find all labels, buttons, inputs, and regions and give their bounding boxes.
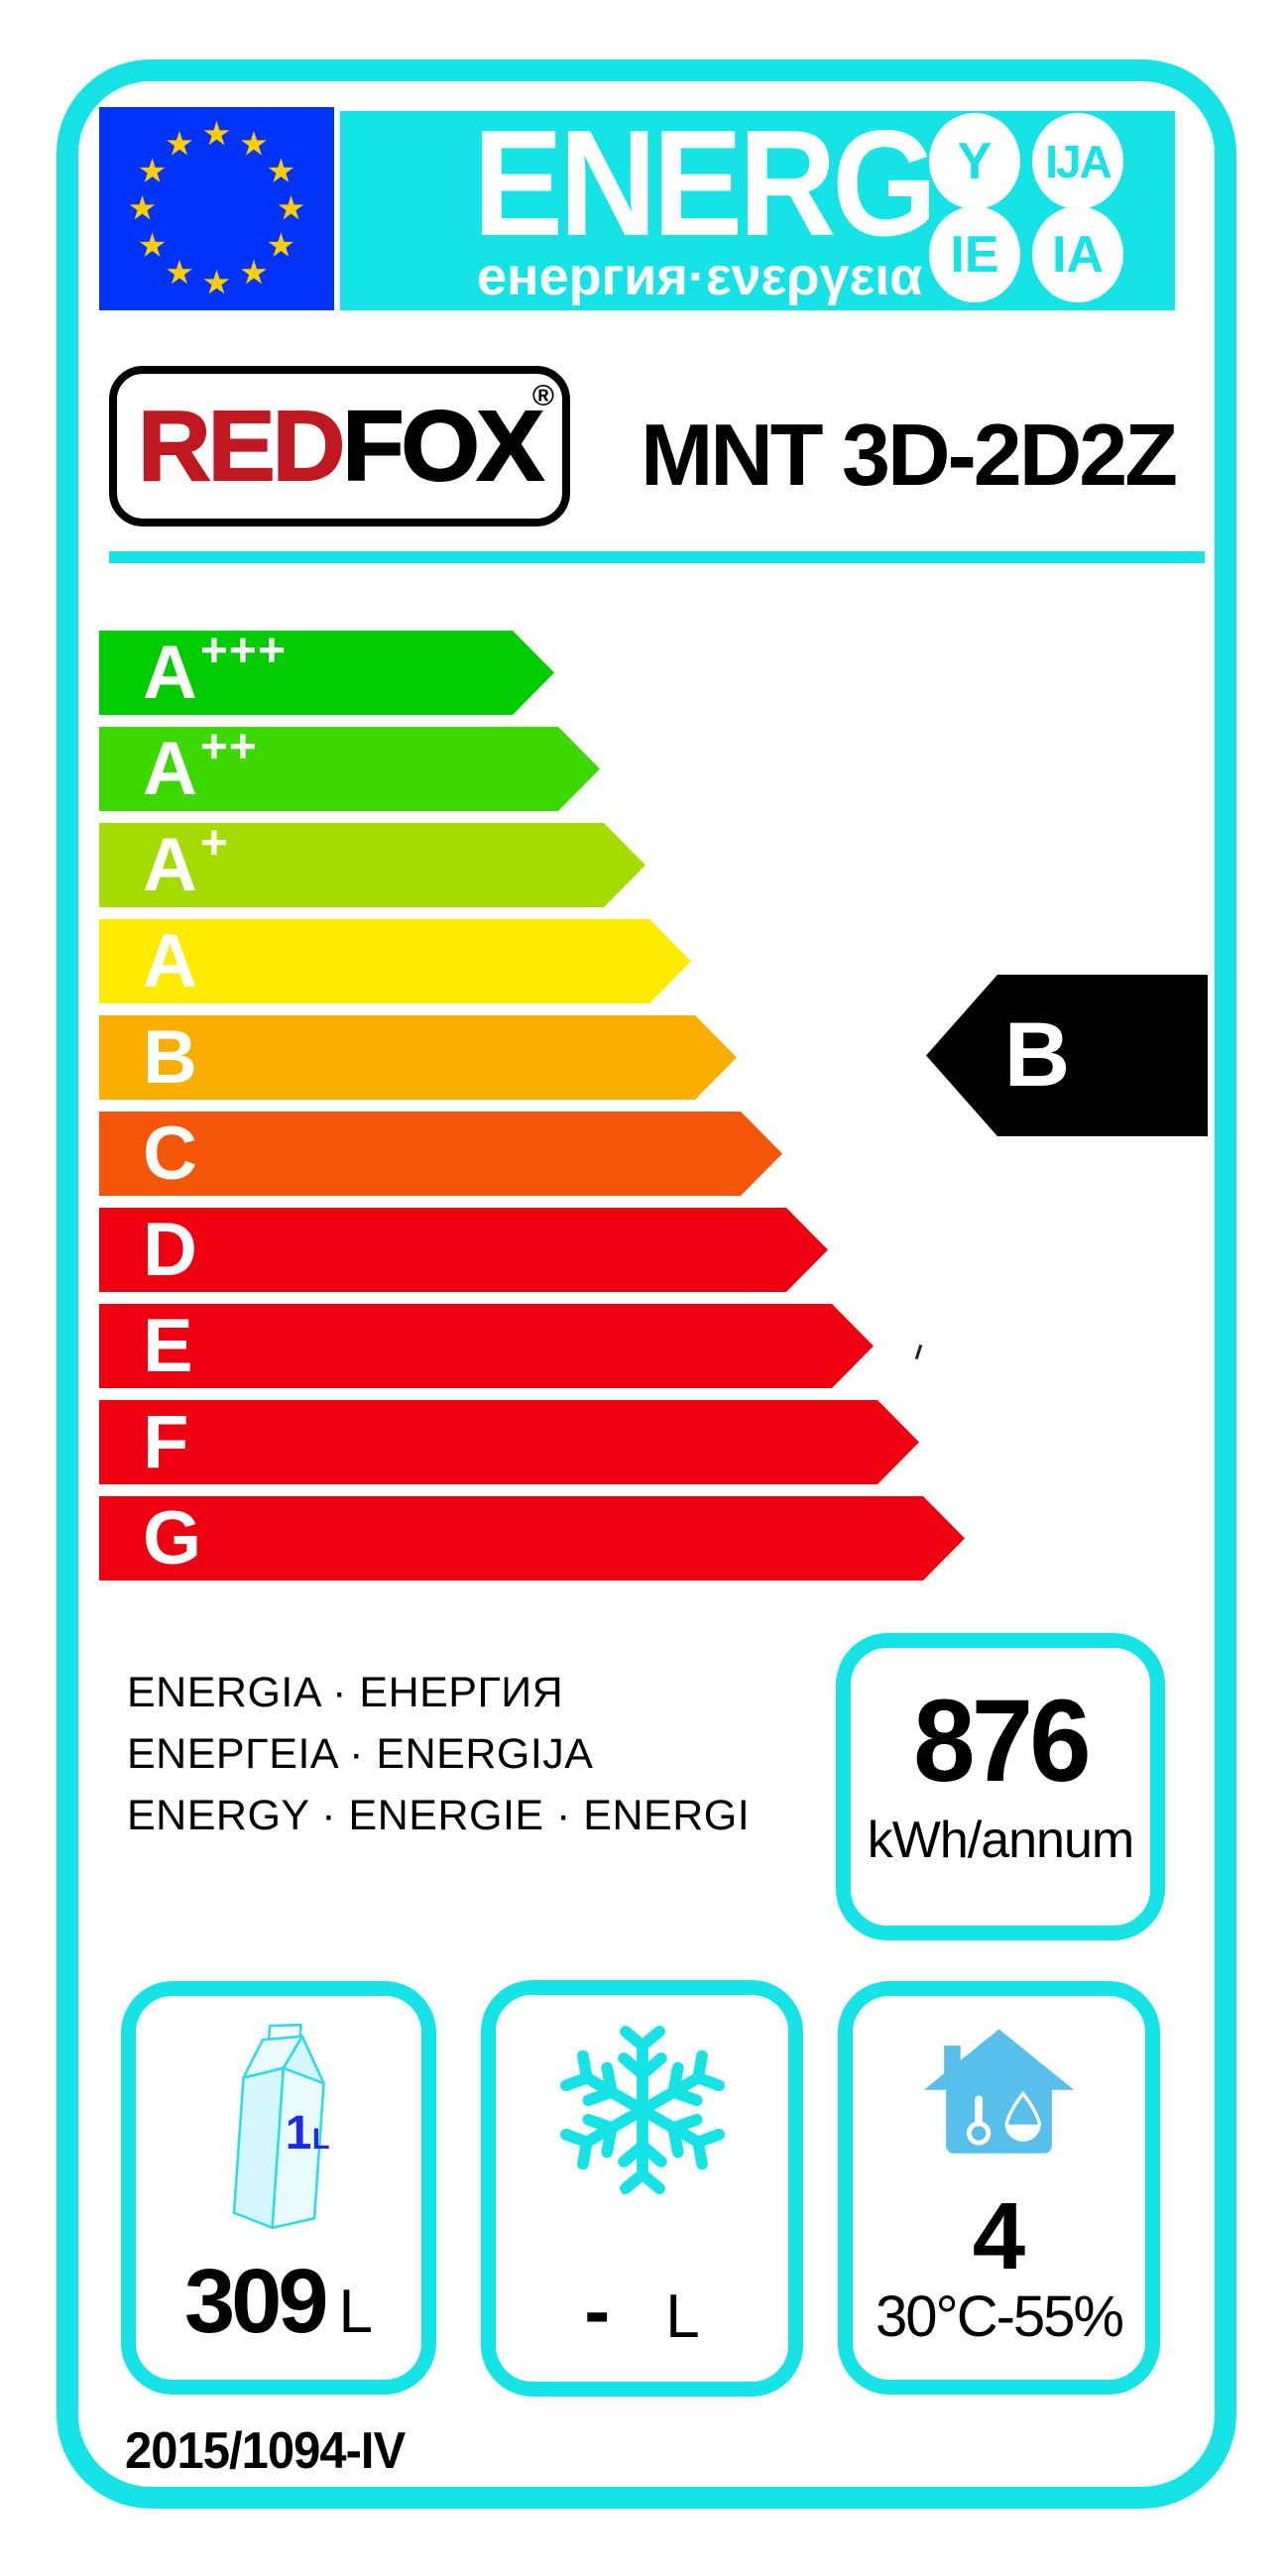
energ-wordmark: ENERG <box>473 99 937 268</box>
model-number: MNT 3D-2D2Z <box>640 406 1178 504</box>
energy-words-line3: ENERGY · ENERGIE · ENERGI <box>127 1792 751 1839</box>
energy-words-line1: ENERGIA · ЕНЕРГИЯ <box>127 1669 564 1716</box>
divider-line <box>109 551 1205 563</box>
registered-trademark-icon: ® <box>531 380 554 412</box>
snowflake-icon <box>496 2021 788 2199</box>
rating-arrow-e: E <box>99 1304 874 1388</box>
carton-volume-unit: L <box>311 2124 329 2156</box>
redfox-logo: REDFOX ® <box>109 366 570 527</box>
annual-consumption-box: 876 kWh/annum <box>836 1633 1165 1940</box>
rating-arrow-b: B <box>99 1015 737 1100</box>
fridge-volume-value: 309 L <box>184 2251 373 2352</box>
milk-carton-icon: 1 L <box>136 2016 421 2236</box>
eu-flag-icon <box>99 107 334 310</box>
energ-banner: ENERG енергия·ενεργεια Y IJA IE IA <box>340 99 1175 310</box>
consumption-unit: kWh/annum <box>867 1812 1134 1869</box>
climate-range: 30°C-55% <box>876 2284 1124 2349</box>
current-rating-letter: B <box>1003 1004 1071 1106</box>
energy-words-line2: ΕΝΕΡΓΕΙΑ · ENERGIJA <box>127 1730 594 1778</box>
energ-subtitle: енергия·ενεργεια <box>477 247 923 306</box>
climate-class-value: 4 <box>972 2183 1026 2289</box>
house-climate-icon <box>853 2020 1145 2173</box>
suffix-bubble-ia: IA <box>1032 206 1123 302</box>
rating-arrow-d: D <box>99 1208 828 1292</box>
regulation-number: 2015/1094-IV <box>125 2422 406 2480</box>
carton-volume-number: 1 <box>285 2107 311 2160</box>
rating-arrow-c: C <box>99 1112 782 1196</box>
rating-arrow-f: F <box>99 1400 919 1484</box>
freezer-volume-value: -L <box>584 2267 700 2354</box>
rating-arrow-a1: A + <box>99 823 645 907</box>
rating-arrow-a3: A +++ <box>99 631 554 715</box>
freezer-volume-box: -L <box>481 1980 803 2397</box>
suffix-bubble-y: Y <box>929 113 1020 209</box>
logo-text-fox: FOX <box>341 390 545 503</box>
eu-stars <box>129 121 304 294</box>
energy-words: ENERGIA · ЕНЕРГИЯ ΕΝΕΡΓΕΙΑ · ENERGIJA EN… <box>127 1662 750 1846</box>
rating-arrow-g: G <box>99 1496 965 1581</box>
suffix-bubble-ie: IE <box>929 206 1020 302</box>
logo-text-red: RED <box>137 390 346 503</box>
rating-arrow-a2: A ++ <box>99 727 600 811</box>
suffix-bubble-ija: IJA <box>1032 113 1123 209</box>
label-border <box>57 59 1236 2509</box>
fridge-volume-box: 1 L 309 L <box>121 1981 436 2395</box>
climate-class-box: 4 30°C-55% <box>838 1981 1160 2395</box>
rating-arrow-a: A <box>99 919 691 1003</box>
consumption-value: 876 <box>913 1676 1091 1807</box>
